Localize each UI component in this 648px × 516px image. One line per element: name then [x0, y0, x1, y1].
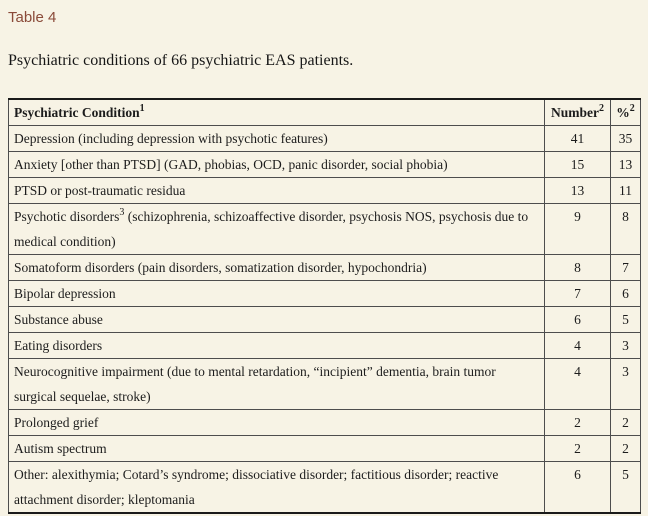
condition-cell: PTSD or post-traumatic residua	[8, 177, 545, 204]
table-row: Other: alexithymia; Cotard’s syndrome; d…	[8, 461, 641, 514]
condition-text: Other: alexithymia; Cotard’s syndrome; d…	[14, 467, 499, 507]
table-row: Autism spectrum 2 2	[8, 435, 641, 462]
number-cell: 4	[544, 358, 611, 410]
number-cell: 4	[544, 332, 611, 359]
table-row: Bipolar depression 7 6	[8, 280, 641, 307]
condition-cell: Other: alexithymia; Cotard’s syndrome; d…	[8, 461, 545, 514]
table-row: Anxiety [other than PTSD] (GAD, phobias,…	[8, 151, 641, 178]
table-header-row: Psychiatric Condition1 Number2 %2	[8, 98, 641, 126]
percent-cell: 6	[610, 280, 641, 307]
number-cell: 9	[544, 203, 611, 255]
table-row: Substance abuse 6 5	[8, 306, 641, 333]
footnote-marker: 2	[599, 103, 604, 114]
table-row: PTSD or post-traumatic residua 13 11	[8, 177, 641, 204]
percent-cell: 5	[610, 461, 641, 514]
table-caption: Psychiatric conditions of 66 psychiatric…	[8, 52, 354, 69]
condition-text-continued: (schizophrenia, schizoaffective disorder…	[14, 209, 529, 249]
column-header-percent-label: %	[616, 105, 630, 120]
percent-cell: 3	[610, 358, 641, 410]
condition-cell: Neurocognitive impairment (due to mental…	[8, 358, 545, 410]
condition-cell: Prolonged grief	[8, 409, 545, 436]
number-cell: 13	[544, 177, 611, 204]
condition-text: Anxiety [other than PTSD] (GAD, phobias,…	[14, 157, 448, 172]
percent-cell: 2	[610, 409, 641, 436]
number-cell: 2	[544, 409, 611, 436]
number-cell: 6	[544, 306, 611, 333]
column-header-condition: Psychiatric Condition1	[8, 98, 545, 126]
footnote-marker: 2	[629, 103, 635, 114]
column-header-number-label: Number	[551, 105, 599, 120]
condition-text: Substance abuse	[14, 312, 103, 327]
condition-text: Depression (including depression with ps…	[14, 131, 328, 146]
number-cell: 41	[544, 125, 611, 152]
condition-cell: Autism spectrum	[8, 435, 545, 462]
number-cell: 8	[544, 254, 611, 281]
percent-cell: 3	[610, 332, 641, 359]
footnote-marker: 3	[119, 207, 125, 218]
condition-text: Somatoform disorders (pain disorders, so…	[14, 260, 427, 275]
percent-cell: 5	[610, 306, 641, 333]
condition-cell: Depression (including depression with ps…	[8, 125, 545, 152]
percent-cell: 2	[610, 435, 641, 462]
percent-cell: 35	[610, 125, 641, 152]
table-row: Somatoform disorders (pain disorders, so…	[8, 254, 641, 281]
table-row: Neurocognitive impairment (due to mental…	[8, 358, 641, 410]
table-row: Depression (including depression with ps…	[8, 125, 641, 152]
condition-text: Prolonged grief	[14, 415, 99, 430]
condition-text: Psychotic disorders	[14, 209, 120, 224]
percent-cell: 11	[610, 177, 641, 204]
condition-text: Eating disorders	[14, 338, 103, 353]
condition-cell: Eating disorders	[8, 332, 545, 359]
table-row: Psychotic disorders3 (schizophrenia, sch…	[8, 203, 641, 255]
condition-cell: Somatoform disorders (pain disorders, so…	[8, 254, 545, 281]
condition-text: Autism spectrum	[14, 441, 107, 456]
condition-cell: Bipolar depression	[8, 280, 545, 307]
condition-cell: Substance abuse	[8, 306, 545, 333]
table-row: Eating disorders 4 3	[8, 332, 641, 359]
table-body: Depression (including depression with ps…	[8, 125, 641, 514]
condition-text: Neurocognitive impairment (due to mental…	[14, 364, 496, 404]
footnote-marker: 1	[139, 103, 145, 114]
table-label: Table 4	[8, 9, 57, 26]
condition-text: PTSD or post-traumatic residua	[14, 183, 186, 198]
number-cell: 6	[544, 461, 611, 514]
percent-cell: 7	[610, 254, 641, 281]
psychiatric-conditions-table: Psychiatric Condition1 Number2 %2 Depres…	[8, 98, 641, 514]
condition-cell: Anxiety [other than PTSD] (GAD, phobias,…	[8, 151, 545, 178]
condition-cell: Psychotic disorders3 (schizophrenia, sch…	[8, 203, 545, 255]
number-cell: 7	[544, 280, 611, 307]
column-header-percent: %2	[610, 98, 641, 126]
table-row: Prolonged grief 2 2	[8, 409, 641, 436]
condition-text: Bipolar depression	[14, 286, 116, 301]
percent-cell: 8	[610, 203, 641, 255]
column-header-condition-label: Psychiatric Condition	[14, 105, 140, 120]
number-cell: 15	[544, 151, 611, 178]
column-header-number: Number2	[544, 98, 611, 126]
percent-cell: 13	[610, 151, 641, 178]
number-cell: 2	[544, 435, 611, 462]
